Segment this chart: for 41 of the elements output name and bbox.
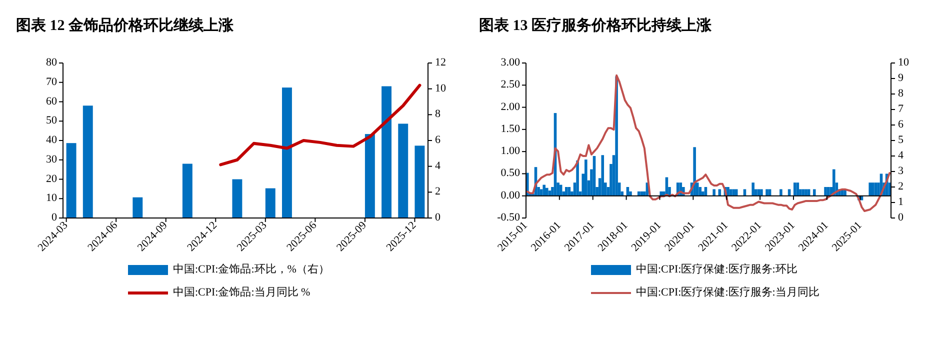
y-tick-label: 1.50 <box>500 122 520 135</box>
y-tick-label: 2.00 <box>500 100 520 113</box>
y-tick-label: 0.00 <box>500 189 520 202</box>
y2-tick-label: 3 <box>898 165 904 178</box>
y2-tick-label: 10 <box>898 56 910 69</box>
y2-tick-label: 8 <box>898 88 904 100</box>
y2-tick-label: 1 <box>898 196 904 208</box>
legend-label: 中国:CPI:金饰品:当月同比 % <box>173 286 310 299</box>
y-tick-label: 30 <box>46 153 58 166</box>
legend-label: 中国:CPI:医疗保健:医疗服务:环比 <box>636 262 798 276</box>
y-tick-label: 70 <box>46 76 58 88</box>
y2-tick-label: 2 <box>898 180 904 193</box>
y2-tick-label: 9 <box>898 72 904 84</box>
y2-tick-label: 0 <box>898 212 904 224</box>
y2-tick-label: 0 <box>435 212 441 224</box>
y2-tick-label: 8 <box>435 108 441 120</box>
y2-tick-label: 2 <box>435 186 440 198</box>
y-tick-label: -0.50 <box>497 212 520 224</box>
y-tick-label: 0.50 <box>500 167 520 180</box>
y-tick-label: 1.00 <box>500 145 520 158</box>
y-tick-label: 10 <box>46 192 58 204</box>
y-tick-label: 20 <box>46 172 58 185</box>
y-tick-label: 50 <box>46 114 58 127</box>
y-tick-label: 40 <box>46 134 58 146</box>
y-tick-label: 80 <box>46 56 58 69</box>
y-tick-label: 2.50 <box>500 78 520 91</box>
y2-tick-label: 7 <box>898 103 904 116</box>
y2-tick-label: 4 <box>435 160 441 172</box>
y-tick-label: 3.00 <box>500 56 520 69</box>
y2-tick-label: 6 <box>898 118 904 131</box>
legend-label: 中国:CPI:医疗保健:医疗服务:当月同比 <box>636 286 820 299</box>
y2-tick-label: 5 <box>898 134 904 146</box>
chart-title: 图表 13 医疗服务价格环比持续上涨 <box>479 17 712 34</box>
y-tick-label: 60 <box>46 95 58 108</box>
y2-tick-label: 12 <box>435 56 446 69</box>
y2-tick-label: 4 <box>898 150 904 162</box>
legend-label: 中国:CPI:金饰品:环比，%（右） <box>173 262 330 276</box>
y-tick-label: 0 <box>52 212 58 224</box>
y2-tick-label: 10 <box>435 82 446 94</box>
chart-title: 图表 12 金饰品价格环比继续上涨 <box>16 17 234 34</box>
y2-tick-label: 6 <box>435 134 441 146</box>
